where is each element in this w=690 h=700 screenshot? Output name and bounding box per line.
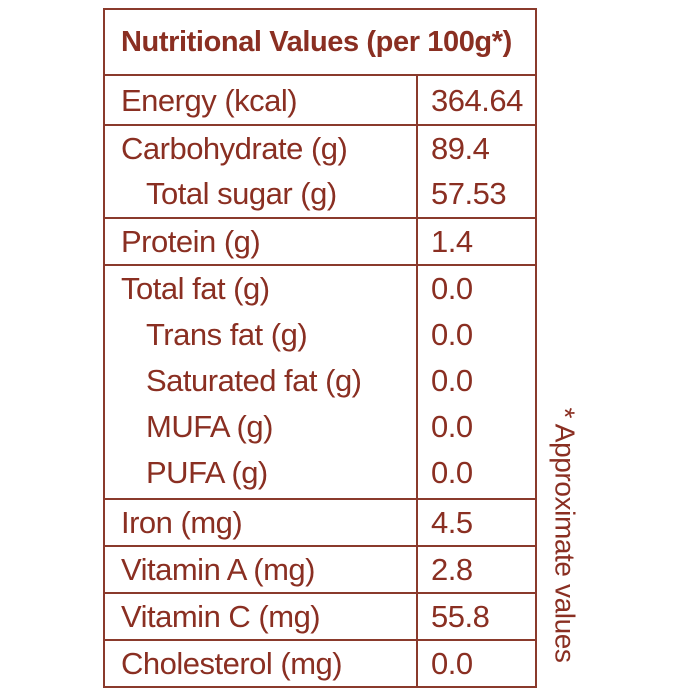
- row-value-total-sugar: 57.53: [431, 176, 507, 211]
- table-title: Nutritional Values (per 100g*): [105, 10, 535, 76]
- row-label-energy: Energy (kcal): [121, 83, 298, 118]
- row-separator: [105, 498, 535, 500]
- row-separator: [105, 217, 535, 219]
- row-label-cholesterol: Cholesterol (mg): [121, 646, 343, 681]
- row-label-total-sugar: Total sugar (g): [146, 176, 337, 211]
- row-label-vitamin-c: Vitamin C (mg): [121, 599, 321, 634]
- row-separator: [105, 264, 535, 266]
- row-label-iron: Iron (mg): [121, 505, 243, 540]
- row-value-pufa: 0.0: [431, 455, 473, 490]
- row-value-total-fat: 0.0: [431, 271, 473, 306]
- row-separator: [105, 639, 535, 641]
- row-separator: [105, 592, 535, 594]
- row-label-total-fat: Total fat (g): [121, 271, 270, 306]
- footnote-text: * Approximate values: [550, 407, 582, 663]
- row-value-carbohydrate: 89.4: [431, 131, 490, 166]
- row-label-trans-fat: Trans fat (g): [146, 317, 308, 352]
- row-value-vitamin-c: 55.8: [431, 599, 490, 634]
- row-value-protein: 1.4: [431, 224, 473, 259]
- row-value-vitamin-a: 2.8: [431, 552, 473, 587]
- row-label-mufa: MUFA (g): [146, 409, 273, 444]
- row-label-protein: Protein (g): [121, 224, 261, 259]
- row-label-carbohydrate: Carbohydrate (g): [121, 131, 348, 166]
- row-separator: [105, 545, 535, 547]
- row-value-cholesterol: 0.0: [431, 646, 473, 681]
- row-value-saturated-fat: 0.0: [431, 363, 473, 398]
- column-divider: [416, 76, 418, 686]
- row-label-pufa: PUFA (g): [146, 455, 268, 490]
- row-label-saturated-fat: Saturated fat (g): [146, 363, 362, 398]
- row-label-vitamin-a: Vitamin A (mg): [121, 552, 316, 587]
- row-value-energy: 364.64: [431, 83, 523, 118]
- nutrition-table: Nutritional Values (per 100g*) Energy (k…: [103, 8, 537, 688]
- row-value-trans-fat: 0.0: [431, 317, 473, 352]
- row-value-iron: 4.5: [431, 505, 473, 540]
- row-separator: [105, 124, 535, 126]
- row-value-mufa: 0.0: [431, 409, 473, 444]
- footnote: * Approximate values: [545, 400, 585, 670]
